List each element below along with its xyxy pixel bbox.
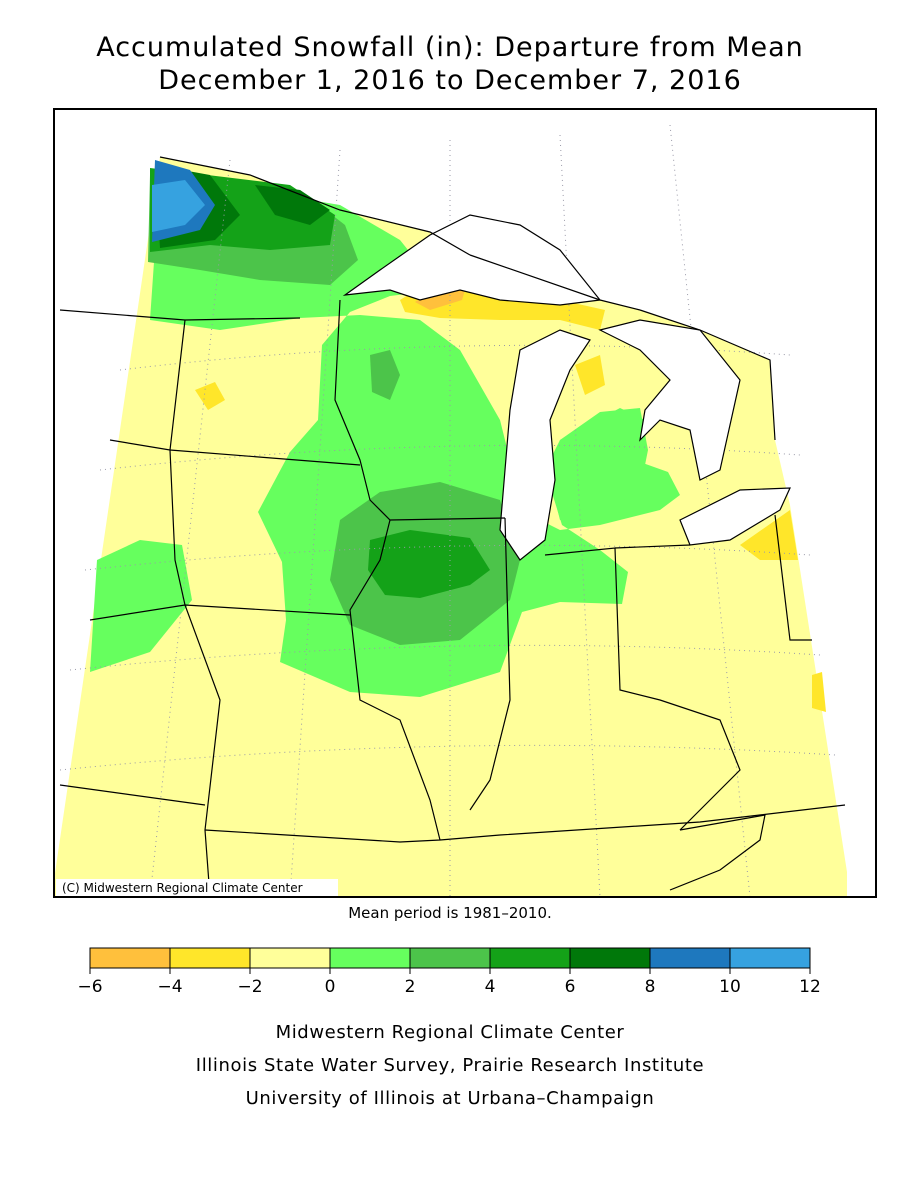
legend-swatch	[489, 947, 571, 969]
mean-period-note: Mean period is 1981–2010.	[348, 904, 552, 922]
zone-minus-4-2	[812, 672, 826, 712]
legend-swatch	[409, 947, 491, 969]
legend-tick-label: 12	[799, 977, 821, 997]
legend-tick-label: 6	[565, 977, 576, 997]
legend-tick-label: 2	[405, 977, 416, 997]
legend-tick-label: 0	[325, 977, 336, 997]
legend-swatch	[249, 947, 331, 969]
footer-line: Illinois State Water Survey, Prairie Res…	[196, 1055, 704, 1076]
state-borders	[59, 156, 846, 897]
lake-michigan	[499, 329, 591, 561]
footer-line: Midwestern Regional Climate Center	[276, 1022, 625, 1043]
legend-tick-label: 8	[645, 977, 656, 997]
legend-tick-label: −6	[77, 977, 102, 997]
zone-minus-4-2	[195, 382, 225, 410]
legend-tick-label: 4	[485, 977, 496, 997]
legend-swatch	[649, 947, 731, 969]
title-line: December 1, 2016 to December 7, 2016	[158, 65, 742, 96]
legend-tick-label: −4	[157, 977, 182, 997]
zone-minus-4-2	[575, 355, 605, 395]
legend-swatch	[89, 947, 171, 969]
zone-2-4	[370, 350, 400, 400]
map-frame	[53, 108, 877, 898]
zone-0-2	[550, 408, 648, 520]
legend-swatch	[729, 947, 811, 969]
credit-box	[56, 879, 338, 896]
zone-0-2	[90, 540, 192, 672]
zone-10-12	[152, 180, 205, 232]
zone-minus-4-2	[740, 510, 798, 560]
legend-swatch	[569, 947, 651, 969]
title-line: Accumulated Snowfall (in): Departure fro…	[96, 32, 804, 63]
legend-tick-label: −2	[237, 977, 262, 997]
footer-line: University of Illinois at Urbana–Champai…	[246, 1088, 655, 1109]
legend-swatch	[169, 947, 251, 969]
zone-0-2	[150, 175, 680, 697]
zone-6-8	[255, 185, 330, 225]
map: (C) Midwestern Regional Climate Center	[53, 108, 877, 898]
legend: −6 −4 −2 0 2 4 6 8 10 12	[77, 947, 821, 997]
legend-swatch	[329, 947, 411, 969]
zone-4-6	[368, 530, 490, 598]
legend-tick-label: 10	[719, 977, 741, 997]
map-credit: (C) Midwestern Regional Climate Center	[62, 881, 303, 895]
